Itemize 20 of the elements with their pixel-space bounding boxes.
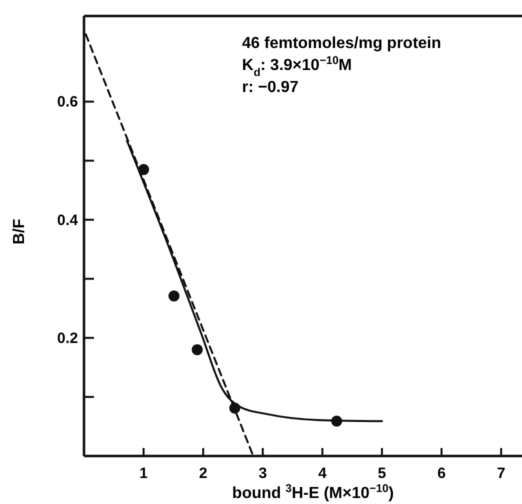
y-tick-label: 0.2	[57, 330, 78, 347]
point	[229, 402, 240, 414]
x-tick-label: 6	[437, 465, 446, 482]
annotation: r: −0.97	[242, 79, 299, 96]
y-axis-title: B/F	[11, 218, 28, 244]
x-tick-label: 7	[496, 465, 506, 482]
annotation: K$_{d}$: 3.9×10$^{−10}$M	[242, 55, 352, 79]
x-tick-label: 4	[318, 465, 328, 482]
point	[331, 416, 342, 427]
x-axis-title: bound $^{3}$H-E (M×10$^{−10}$)	[232, 483, 394, 502]
point	[168, 290, 180, 302]
y-tick-label: 0.4	[57, 212, 79, 229]
point	[138, 164, 150, 176]
x-tick-label: 5	[378, 465, 386, 482]
y-tick-label: 0.6	[57, 94, 78, 111]
x-tick-label: 2	[199, 465, 208, 482]
x-tick-label: 3	[258, 465, 267, 482]
point	[192, 344, 203, 356]
annotation: 46 femtomoles/mg protein	[242, 35, 442, 52]
x-tick-label: 1	[139, 465, 148, 482]
